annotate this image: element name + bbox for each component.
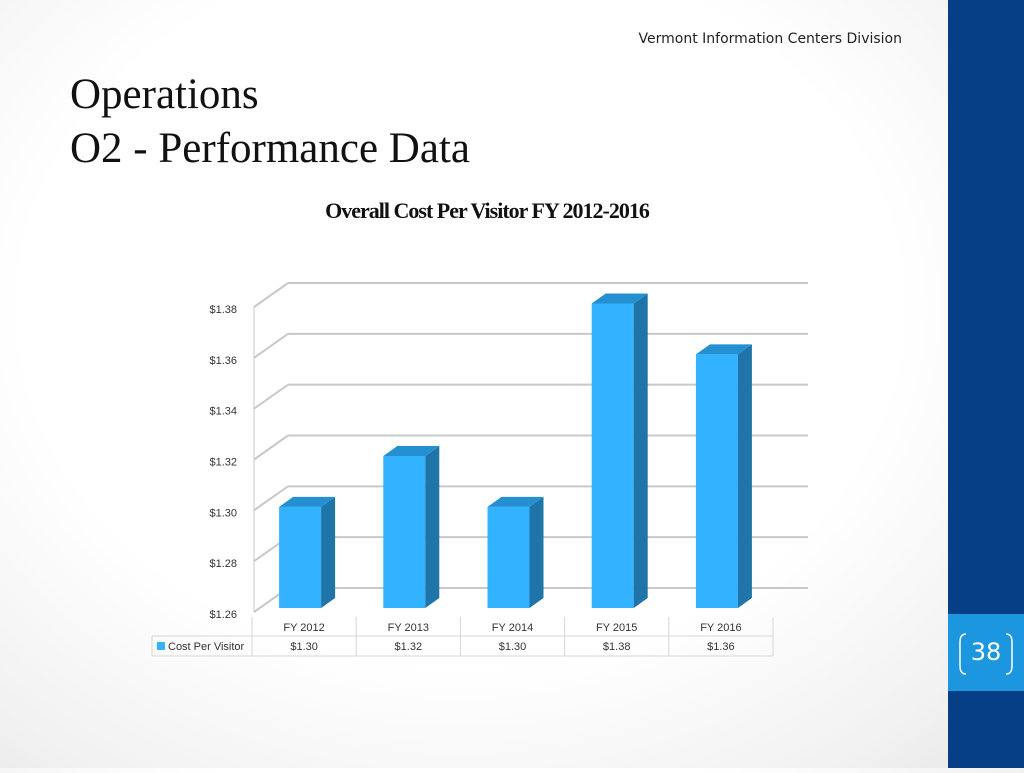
data-value-label: $1.38 — [603, 641, 631, 653]
chart-data-table: FY 2012 $1.30 FY 2013 $1.32 FY 2014 $1.30 FY 2… — [151, 617, 774, 657]
gridline-depth — [253, 434, 289, 461]
data-value-label: $1.32 — [395, 641, 423, 653]
data-value-label: $1.30 — [290, 641, 318, 653]
bar-group — [695, 344, 752, 608]
page-number: 38 — [970, 638, 1002, 666]
y-tick-label: $1.38 — [209, 304, 237, 316]
data-value-label: $1.36 — [707, 641, 735, 653]
bar-side — [425, 446, 440, 608]
bar — [487, 506, 530, 608]
bar — [591, 303, 634, 608]
data-value-label: $1.30 — [499, 641, 527, 653]
bar-group — [279, 496, 336, 608]
y-tick-label: $1.26 — [209, 609, 237, 621]
bar-side — [737, 344, 752, 608]
bar — [279, 506, 322, 608]
bar-group — [591, 293, 648, 608]
y-tick-label: $1.28 — [209, 558, 237, 570]
chart-bars — [279, 293, 752, 608]
x-category-label: FY 2012 — [283, 622, 324, 634]
y-tick-label: $1.30 — [209, 507, 237, 519]
bar-side — [321, 496, 336, 608]
slide-title: Operations O2 - Performance Data — [70, 68, 470, 176]
chart-area: $1.26 $1.28 $1.30 $1.32 $1.34 $1.36 $1.38 FY 2… — [151, 198, 808, 657]
gridline-depth — [253, 485, 289, 512]
bar-top — [487, 496, 544, 507]
y-tick-label: $1.36 — [209, 355, 237, 367]
gridline-depth — [253, 282, 289, 308]
x-category-label: FY 2016 — [700, 622, 741, 634]
x-category-label: FY 2015 — [596, 622, 637, 634]
bar-group — [487, 496, 544, 608]
legend-swatch — [157, 642, 165, 650]
bar — [383, 456, 426, 608]
legend-series-label: Cost Per Visitor — [168, 641, 245, 653]
cost-per-visitor-chart: $1.26 $1.28 $1.30 $1.32 $1.34 $1.36 $1.38 FY 2… — [151, 198, 808, 657]
bar-group — [383, 446, 440, 608]
y-tick-label: $1.34 — [209, 406, 237, 418]
slide-title-line-1: Operations — [70, 71, 259, 118]
gridline-depth — [253, 333, 289, 359]
y-tick-label: $1.32 — [209, 457, 237, 469]
bar-side — [529, 496, 544, 608]
gridline-depth — [253, 383, 289, 410]
slide-title-line-2: O2 - Performance Data — [70, 125, 470, 172]
bar-top — [383, 446, 440, 456]
y-axis-ticks: $1.26 $1.28 $1.30 $1.32 $1.34 $1.36 $1.38 — [209, 304, 237, 621]
page-number-bracket-icon — [959, 633, 1013, 675]
x-category-label: FY 2014 — [492, 622, 533, 634]
bar-top — [279, 496, 336, 507]
bar-side — [633, 293, 648, 608]
bar — [695, 354, 738, 608]
bar-top — [591, 293, 648, 304]
bar-top — [695, 344, 752, 355]
chart-title: Overall Cost Per Visitor FY 2012-2016 — [325, 198, 650, 223]
organization-name: Vermont Information Centers Division — [638, 31, 902, 47]
x-category-label: FY 2013 — [388, 622, 429, 634]
